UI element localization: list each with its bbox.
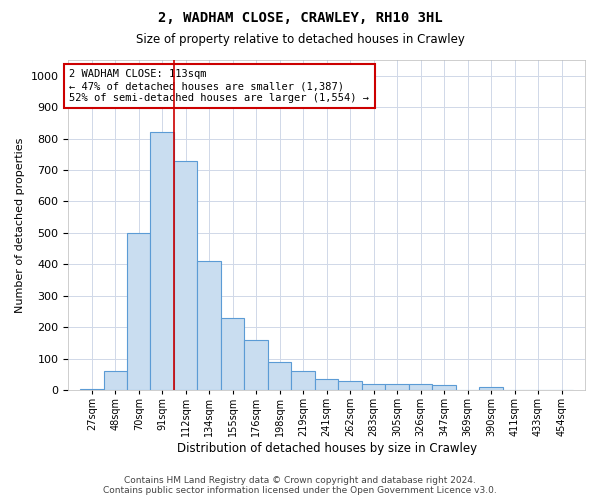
Text: 2 WADHAM CLOSE: 113sqm
← 47% of detached houses are smaller (1,387)
52% of semi-: 2 WADHAM CLOSE: 113sqm ← 47% of detached… <box>70 70 370 102</box>
Bar <box>80 388 104 390</box>
Bar <box>221 318 244 390</box>
Bar <box>174 160 197 390</box>
Bar <box>315 379 338 390</box>
Bar <box>362 384 385 390</box>
Text: Contains HM Land Registry data © Crown copyright and database right 2024.
Contai: Contains HM Land Registry data © Crown c… <box>103 476 497 495</box>
Bar <box>104 372 127 390</box>
Bar <box>338 380 362 390</box>
Bar <box>197 261 221 390</box>
Bar <box>268 362 292 390</box>
Bar <box>433 386 456 390</box>
Bar <box>409 384 433 390</box>
Bar <box>479 387 503 390</box>
Bar <box>127 233 151 390</box>
Bar <box>385 384 409 390</box>
Text: Size of property relative to detached houses in Crawley: Size of property relative to detached ho… <box>136 32 464 46</box>
Y-axis label: Number of detached properties: Number of detached properties <box>15 138 25 313</box>
X-axis label: Distribution of detached houses by size in Crawley: Distribution of detached houses by size … <box>176 442 477 455</box>
Bar <box>151 132 174 390</box>
Bar <box>244 340 268 390</box>
Bar <box>292 372 315 390</box>
Text: 2, WADHAM CLOSE, CRAWLEY, RH10 3HL: 2, WADHAM CLOSE, CRAWLEY, RH10 3HL <box>158 11 442 25</box>
